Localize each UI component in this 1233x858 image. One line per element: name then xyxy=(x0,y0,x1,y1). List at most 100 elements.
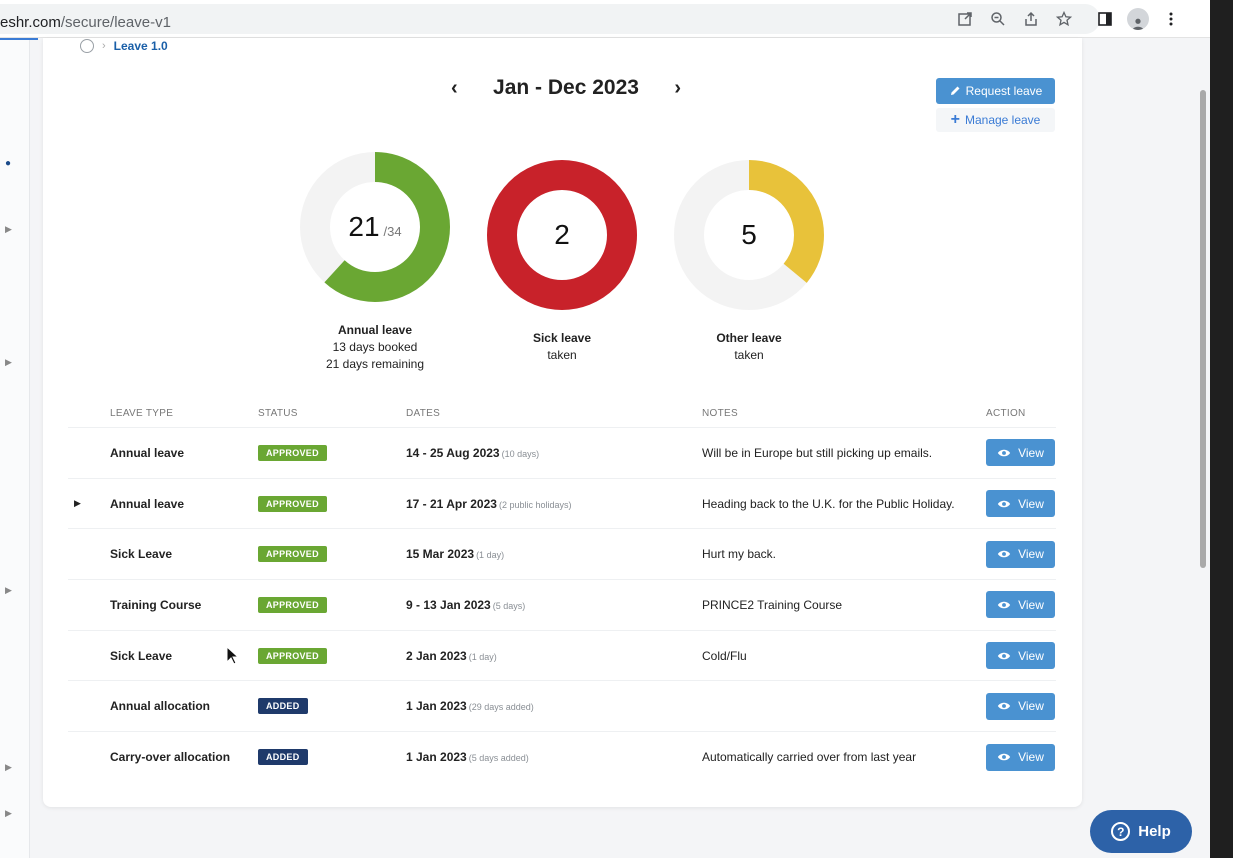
share-icon[interactable] xyxy=(1014,0,1047,38)
side-panel-icon[interactable] xyxy=(1088,0,1121,38)
profile-icon[interactable] xyxy=(1121,0,1154,38)
help-button[interactable]: ? Help xyxy=(1090,810,1192,853)
leave-dates-detail: (1 day) xyxy=(476,550,505,561)
eye-icon xyxy=(997,754,1011,761)
window-edge xyxy=(1210,0,1233,858)
eye-icon xyxy=(997,500,1011,507)
leave-dates: 2 Jan 2023 xyxy=(406,648,467,663)
header-notes: NOTES xyxy=(702,408,738,419)
other-leave-taken: taken xyxy=(734,348,764,362)
header-status: STATUS xyxy=(258,408,298,419)
next-period-button[interactable]: › xyxy=(674,76,681,99)
open-in-window-icon[interactable] xyxy=(948,0,981,38)
leave-dates-detail: (5 days added) xyxy=(468,753,529,764)
leave-dates-detail: (29 days added) xyxy=(468,702,534,713)
leave-type: Annual leave xyxy=(110,445,185,460)
table-row: Sick Leave APPROVED 15 Mar 2023 (1 day) H… xyxy=(68,529,1056,581)
table-row: ▶ Annual leave APPROVED 17 - 21 Apr 2023… xyxy=(68,479,1056,530)
leave-card: › Leave 1.0 ‹ Jan - Dec 2023 › Request l… xyxy=(43,38,1082,807)
view-button[interactable]: View xyxy=(986,743,1055,771)
view-label: View xyxy=(1018,699,1044,714)
eye-icon xyxy=(997,652,1011,659)
page-scrollbar[interactable] xyxy=(1198,90,1208,570)
sick-leave-taken: taken xyxy=(547,348,577,362)
view-button[interactable]: View xyxy=(986,591,1055,619)
annual-leave-booked: 13 days booked xyxy=(332,340,418,354)
leave-type: Carry-over allocation xyxy=(110,750,231,765)
sick-leave-title: Sick leave xyxy=(532,331,592,345)
leave-dates: 17 - 21 Apr 2023 xyxy=(406,496,497,511)
nav-expand-icon[interactable]: ▶ xyxy=(5,357,12,367)
manage-leave-button[interactable]: + Manage leave xyxy=(936,108,1055,132)
view-label: View xyxy=(1018,750,1044,765)
leave-dates: 1 Jan 2023 xyxy=(406,750,467,765)
view-button[interactable]: View xyxy=(986,439,1055,467)
eye-icon xyxy=(997,703,1011,710)
leave-dates: 1 Jan 2023 xyxy=(406,699,467,714)
nav-expand-icon[interactable]: ▶ xyxy=(5,585,12,595)
sick-leave-chart xyxy=(487,160,637,310)
status-badge: APPROVED xyxy=(258,546,327,563)
status-badge: APPROVED xyxy=(258,596,327,613)
pencil-icon xyxy=(950,86,960,95)
view-button[interactable]: View xyxy=(986,490,1055,518)
mouse-cursor-icon xyxy=(226,646,240,665)
leave-type: Annual allocation xyxy=(110,699,211,714)
plus-icon: + xyxy=(950,111,960,128)
other-leave-title: Other leave xyxy=(716,331,782,345)
status-badge: APPROVED xyxy=(258,444,327,461)
expand-row-icon[interactable]: ▶ xyxy=(74,498,81,509)
leave-notes: Automatically carried over from last yea… xyxy=(702,750,917,765)
annual-leave-total: /34 xyxy=(383,223,402,239)
leave-type: Sick Leave xyxy=(110,547,173,562)
leave-dates: 14 - 25 Aug 2023 xyxy=(406,445,500,460)
leave-dates-detail: (10 days) xyxy=(501,448,540,459)
view-button[interactable]: View xyxy=(986,642,1055,670)
leave-dates: 9 - 13 Jan 2023 xyxy=(406,597,491,612)
leave-dates: 15 Mar 2023 xyxy=(406,547,475,562)
annual-leave-chart xyxy=(300,152,450,302)
previous-period-button[interactable]: ‹ xyxy=(451,76,458,99)
question-icon: ? xyxy=(1111,822,1131,841)
annual-leave-title: Annual leave xyxy=(337,323,413,337)
eye-icon xyxy=(997,449,1011,457)
table-row: Annual leave APPROVED 14 - 25 Aug 2023 (1… xyxy=(68,428,1056,479)
eye-icon xyxy=(997,550,1011,558)
period-selector: ‹ Jan - Dec 2023 › xyxy=(451,76,681,100)
status-badge: APPROVED xyxy=(258,495,327,512)
request-leave-label: Request leave xyxy=(965,84,1043,98)
manage-leave-label: Manage leave xyxy=(964,113,1041,127)
leave-table: LEAVE TYPE STATUS DATES NOTES ACTION Ann… xyxy=(68,400,1056,783)
browser-menu-icon[interactable] xyxy=(1154,0,1187,38)
header-dates: DATES xyxy=(406,408,441,419)
request-leave-button[interactable]: Request leave xyxy=(936,78,1055,104)
help-label: Help xyxy=(1138,823,1171,840)
view-label: View xyxy=(1018,547,1044,562)
nav-expand-icon[interactable]: ▶ xyxy=(5,762,12,772)
zoom-icon[interactable] xyxy=(981,0,1014,38)
nav-expand-icon[interactable]: ▶ xyxy=(5,224,12,234)
leave-notes: Heading back to the U.K. for the Public … xyxy=(702,496,955,511)
annual-leave-remaining: 21 days remaining xyxy=(325,357,425,371)
leave-dates-detail: (5 days) xyxy=(492,600,526,611)
sick-leave-caption: Sick leave taken xyxy=(447,330,677,364)
header-leave-type: LEAVE TYPE xyxy=(110,408,174,419)
leave-notes: Will be in Europe but still picking up e… xyxy=(702,445,933,460)
other-leave-donut: 5 Other leave taken xyxy=(674,160,824,362)
browser-address-bar: eshr.com/secure/leave-v1 xyxy=(0,0,1210,38)
view-button[interactable]: View xyxy=(986,540,1055,568)
active-tab-indicator xyxy=(0,38,38,40)
sick-leave-value: 2 xyxy=(554,219,570,250)
bookmark-star-icon[interactable] xyxy=(1047,0,1080,38)
nav-dot-icon: ● xyxy=(5,158,12,169)
table-row: Training Course APPROVED 9 - 13 Jan 2023… xyxy=(68,580,1056,631)
period-title: Jan - Dec 2023 xyxy=(493,76,639,99)
nav-expand-icon[interactable]: ▶ xyxy=(5,808,12,818)
dashboard-icon[interactable] xyxy=(80,39,94,53)
header-action: ACTION xyxy=(986,408,1026,419)
leave-notes: Hurt my back. xyxy=(702,547,777,562)
view-button[interactable]: View xyxy=(986,692,1055,720)
sick-leave-donut: 2 Sick leave taken xyxy=(487,160,637,362)
other-leave-chart xyxy=(674,160,824,310)
url-field[interactable]: eshr.com/secure/leave-v1 xyxy=(0,4,1100,34)
